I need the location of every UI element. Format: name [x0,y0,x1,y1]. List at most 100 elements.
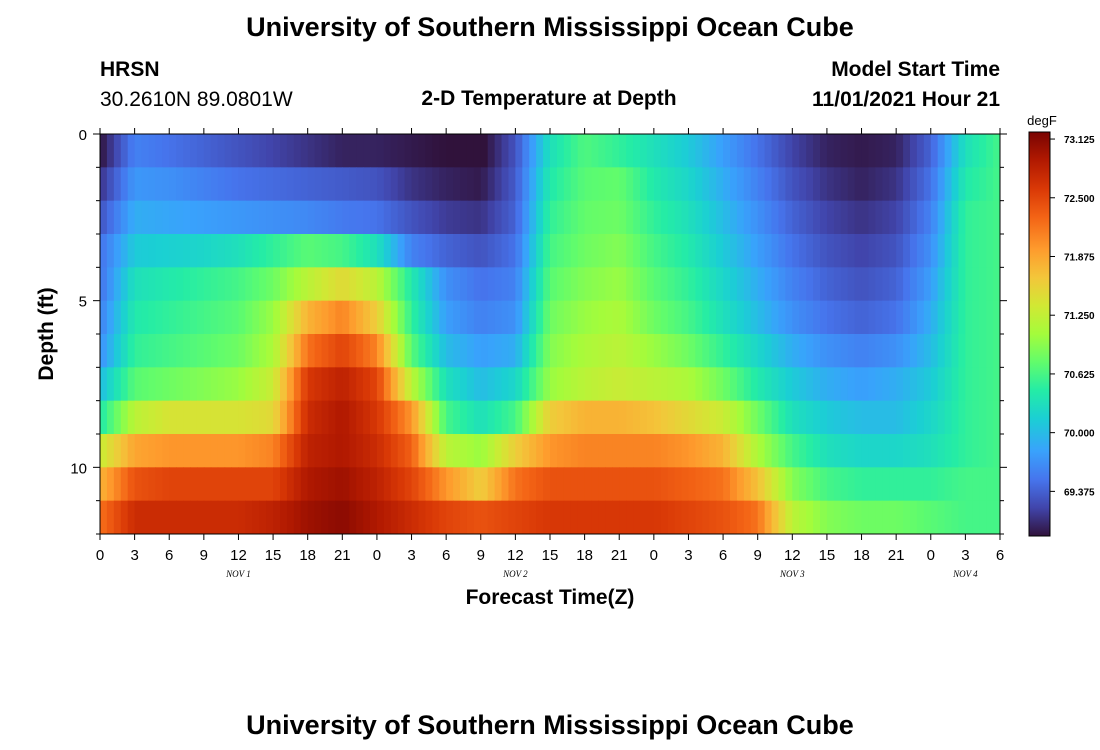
heatmap-cell [868,434,876,468]
heatmap-cell [882,434,890,468]
x-tick-label: 6 [442,547,450,564]
heatmap-cell [432,167,440,202]
heatmap-cell [536,367,544,402]
heatmap-cell [252,500,260,534]
heatmap-cell [376,267,385,302]
heatmap-cell [238,334,246,368]
heatmap-cell [820,267,828,302]
x-tick-label: 21 [334,547,351,564]
heatmap-cell [674,434,683,468]
heatmap-cell [148,467,156,502]
heatmap-cell [280,334,288,368]
heatmap-cell [376,400,385,435]
heatmap-cell [480,234,489,268]
heatmap-cell [882,467,890,502]
heatmap-cell [889,300,897,335]
heatmap-cell [307,167,316,202]
heatmap-cell [432,500,440,534]
heatmap-cell [286,167,295,202]
heatmap-cell [695,200,703,235]
heatmap-cell [882,267,890,302]
heatmap-cell [778,400,786,435]
heatmap-cell [681,234,690,268]
heatmap-cell [335,300,343,335]
heatmap-cell [183,134,191,168]
heatmap-cell [937,234,946,268]
heatmap-cell [210,367,219,402]
heatmap-cell [522,300,530,335]
heatmap-cell [100,134,108,168]
heatmap-cell [785,167,793,202]
x-tick-label: 15 [265,547,282,564]
heatmap-cell [619,400,627,435]
heatmap-cell [889,334,897,368]
heatmap-cell [854,500,863,534]
heatmap-cell [106,167,115,202]
heatmap-cell [217,200,226,235]
heatmap-cell [245,267,253,302]
heatmap-cell [743,300,752,335]
heatmap-cell [266,500,274,534]
heatmap-cell [972,134,980,168]
heatmap-cell [674,234,683,268]
colorbar-ticks: 73.12572.50071.87571.25070.62570.00069.3… [1050,135,1095,498]
heatmap-cell [363,267,371,302]
heatmap-cell [286,500,295,534]
model-start-label: Model Start Time [831,58,1000,81]
heatmap-cell [820,434,828,468]
day-label: NOV 1 [225,569,251,579]
heatmap-cell [349,500,357,534]
heatmap-cell [155,300,163,335]
heatmap-cell [487,367,496,402]
heatmap-cell [515,467,523,502]
heatmap-cell [314,200,323,235]
heatmap-cell [882,367,890,402]
heatmap-cell [550,434,558,468]
heatmap-cell [813,267,821,302]
heatmap-cell [487,267,496,302]
heatmap-cell [556,200,565,235]
heatmap-cell [522,334,530,368]
heatmap-cell [723,267,731,302]
day-label: NOV 4 [952,569,978,579]
heatmap-cell [425,234,433,268]
heatmap-cell [896,200,904,235]
heatmap-cell [293,300,302,335]
heatmap-cell [854,167,863,202]
heatmap-cell [799,434,807,468]
heatmap-cell [570,434,579,468]
heatmap-cell [563,367,572,402]
heatmap-cell [176,367,184,402]
heatmap-cell [383,400,392,435]
heatmap-cell [508,267,516,302]
heatmap-cell [155,434,163,468]
heatmap-cell [965,500,973,534]
heatmap-cell [286,300,295,335]
heatmap-cell [640,300,648,335]
heatmap-cell [307,367,316,402]
heatmap-cell [328,334,336,368]
heatmap-cell [910,467,918,502]
heatmap-cell [515,500,523,534]
heatmap-cell [501,200,510,235]
heatmap-cell [466,267,475,302]
heatmap-cell [349,467,357,502]
heatmap-cell [169,434,177,468]
heatmap-cell [418,334,426,368]
heatmap-cell [550,500,558,534]
heatmap-cell [134,334,143,368]
heatmap-cell [764,267,773,302]
heatmap-cell [252,467,260,502]
heatmap-cell [370,434,378,468]
heatmap-cell [155,367,163,402]
heatmap-cell [778,334,786,368]
heatmap-cell [363,234,371,268]
heatmap-cell [460,400,468,435]
heatmap-cell [667,434,676,468]
heatmap-cell [376,200,385,235]
heatmap-cell [910,400,918,435]
heatmap-cell [764,334,773,368]
heatmap-cell [307,467,316,502]
heatmap-cell [245,434,253,468]
